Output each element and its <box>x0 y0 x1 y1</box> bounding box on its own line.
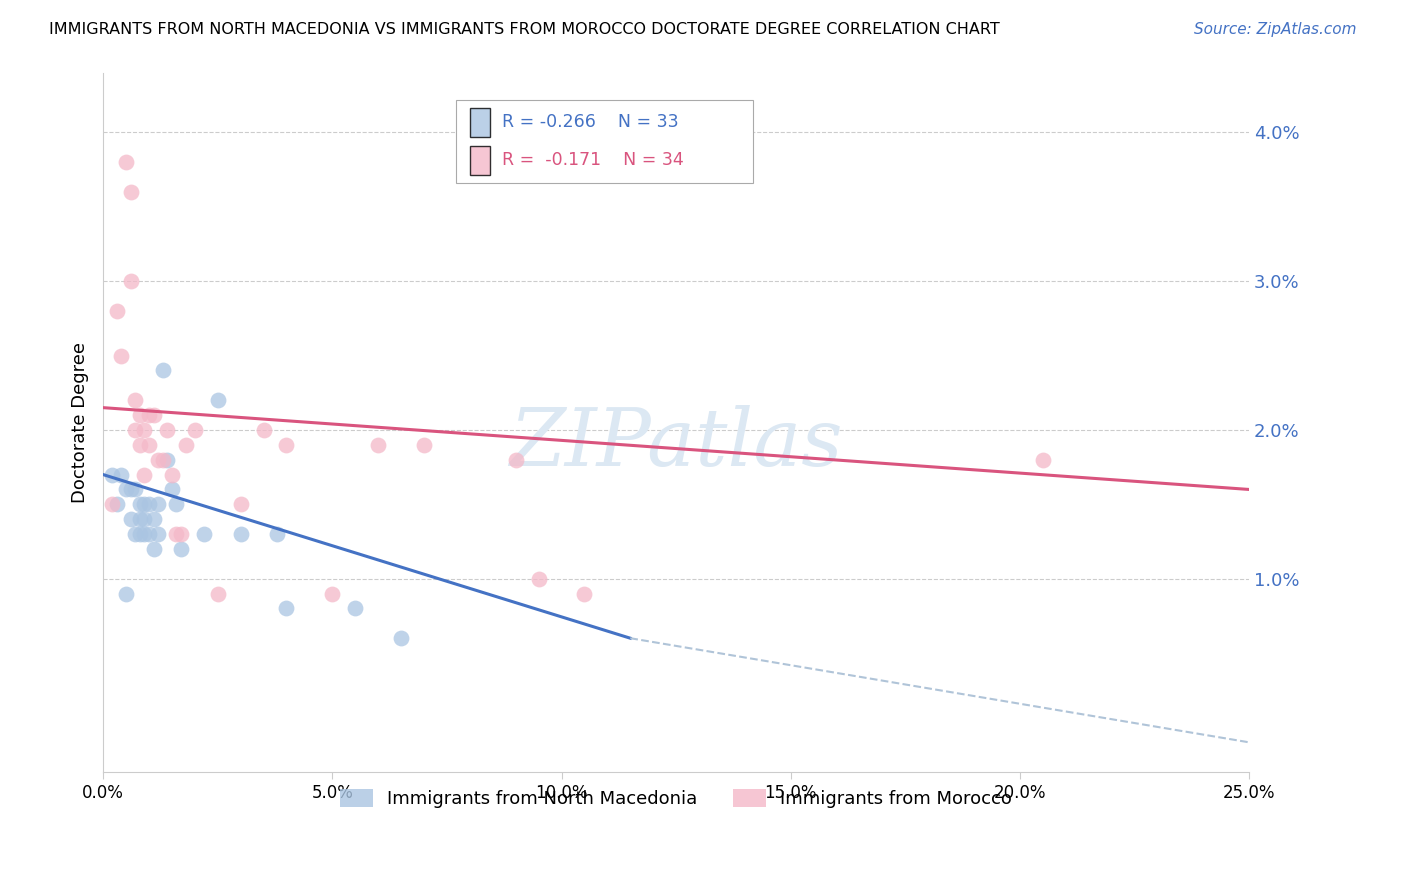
Point <box>101 497 124 511</box>
Point <box>367 438 389 452</box>
Point <box>128 512 150 526</box>
Point <box>105 497 128 511</box>
Point <box>152 452 174 467</box>
Point <box>276 601 298 615</box>
Text: ZIPatlas: ZIPatlas <box>509 405 842 483</box>
Point <box>266 527 288 541</box>
Point <box>120 483 142 497</box>
Point <box>142 541 165 556</box>
Point <box>105 304 128 318</box>
Point <box>110 467 132 482</box>
Point <box>1032 452 1054 467</box>
Point <box>229 497 252 511</box>
Point <box>120 274 142 288</box>
Point <box>142 512 165 526</box>
Point <box>115 586 138 600</box>
Point <box>574 586 596 600</box>
Text: R = -0.266    N = 33: R = -0.266 N = 33 <box>502 113 679 131</box>
Point <box>110 349 132 363</box>
Point <box>160 467 183 482</box>
Point <box>207 393 229 408</box>
Point <box>389 631 412 645</box>
Point <box>134 512 156 526</box>
Point <box>124 393 146 408</box>
Point <box>134 497 156 511</box>
Point <box>146 452 169 467</box>
Point <box>128 438 150 452</box>
Point <box>134 423 156 437</box>
Point <box>120 185 142 199</box>
Point <box>138 497 160 511</box>
Point <box>413 438 436 452</box>
Legend: Immigrants from North Macedonia, Immigrants from Morocco: Immigrants from North Macedonia, Immigra… <box>333 782 1019 815</box>
Point <box>174 438 197 452</box>
Text: Source: ZipAtlas.com: Source: ZipAtlas.com <box>1194 22 1357 37</box>
Text: R =  -0.171    N = 34: R = -0.171 N = 34 <box>502 152 683 169</box>
Text: IMMIGRANTS FROM NORTH MACEDONIA VS IMMIGRANTS FROM MOROCCO DOCTORATE DEGREE CORR: IMMIGRANTS FROM NORTH MACEDONIA VS IMMIG… <box>49 22 1000 37</box>
Point <box>170 527 193 541</box>
Y-axis label: Doctorate Degree: Doctorate Degree <box>72 342 89 503</box>
Point <box>128 497 150 511</box>
Point <box>115 483 138 497</box>
FancyBboxPatch shape <box>456 100 752 183</box>
Point <box>160 483 183 497</box>
Point <box>505 452 527 467</box>
Point <box>170 541 193 556</box>
Point <box>252 423 274 437</box>
Point <box>207 586 229 600</box>
Point <box>124 483 146 497</box>
Point <box>128 527 150 541</box>
Point <box>344 601 367 615</box>
Point <box>115 155 138 169</box>
Point <box>124 423 146 437</box>
Point <box>184 423 207 437</box>
Point <box>166 497 188 511</box>
Point <box>276 438 298 452</box>
Point <box>229 527 252 541</box>
Point <box>138 438 160 452</box>
Point <box>166 527 188 541</box>
FancyBboxPatch shape <box>470 145 491 175</box>
Point <box>124 527 146 541</box>
Point <box>142 408 165 422</box>
Point <box>146 497 169 511</box>
Point <box>156 423 179 437</box>
Point <box>128 408 150 422</box>
Point <box>321 586 343 600</box>
Point <box>138 408 160 422</box>
Point <box>134 527 156 541</box>
FancyBboxPatch shape <box>470 108 491 137</box>
Point <box>156 452 179 467</box>
Point <box>527 572 550 586</box>
Point <box>101 467 124 482</box>
Point <box>120 512 142 526</box>
Point <box>146 527 169 541</box>
Point <box>138 527 160 541</box>
Point <box>152 363 174 377</box>
Point <box>134 467 156 482</box>
Point <box>193 527 215 541</box>
